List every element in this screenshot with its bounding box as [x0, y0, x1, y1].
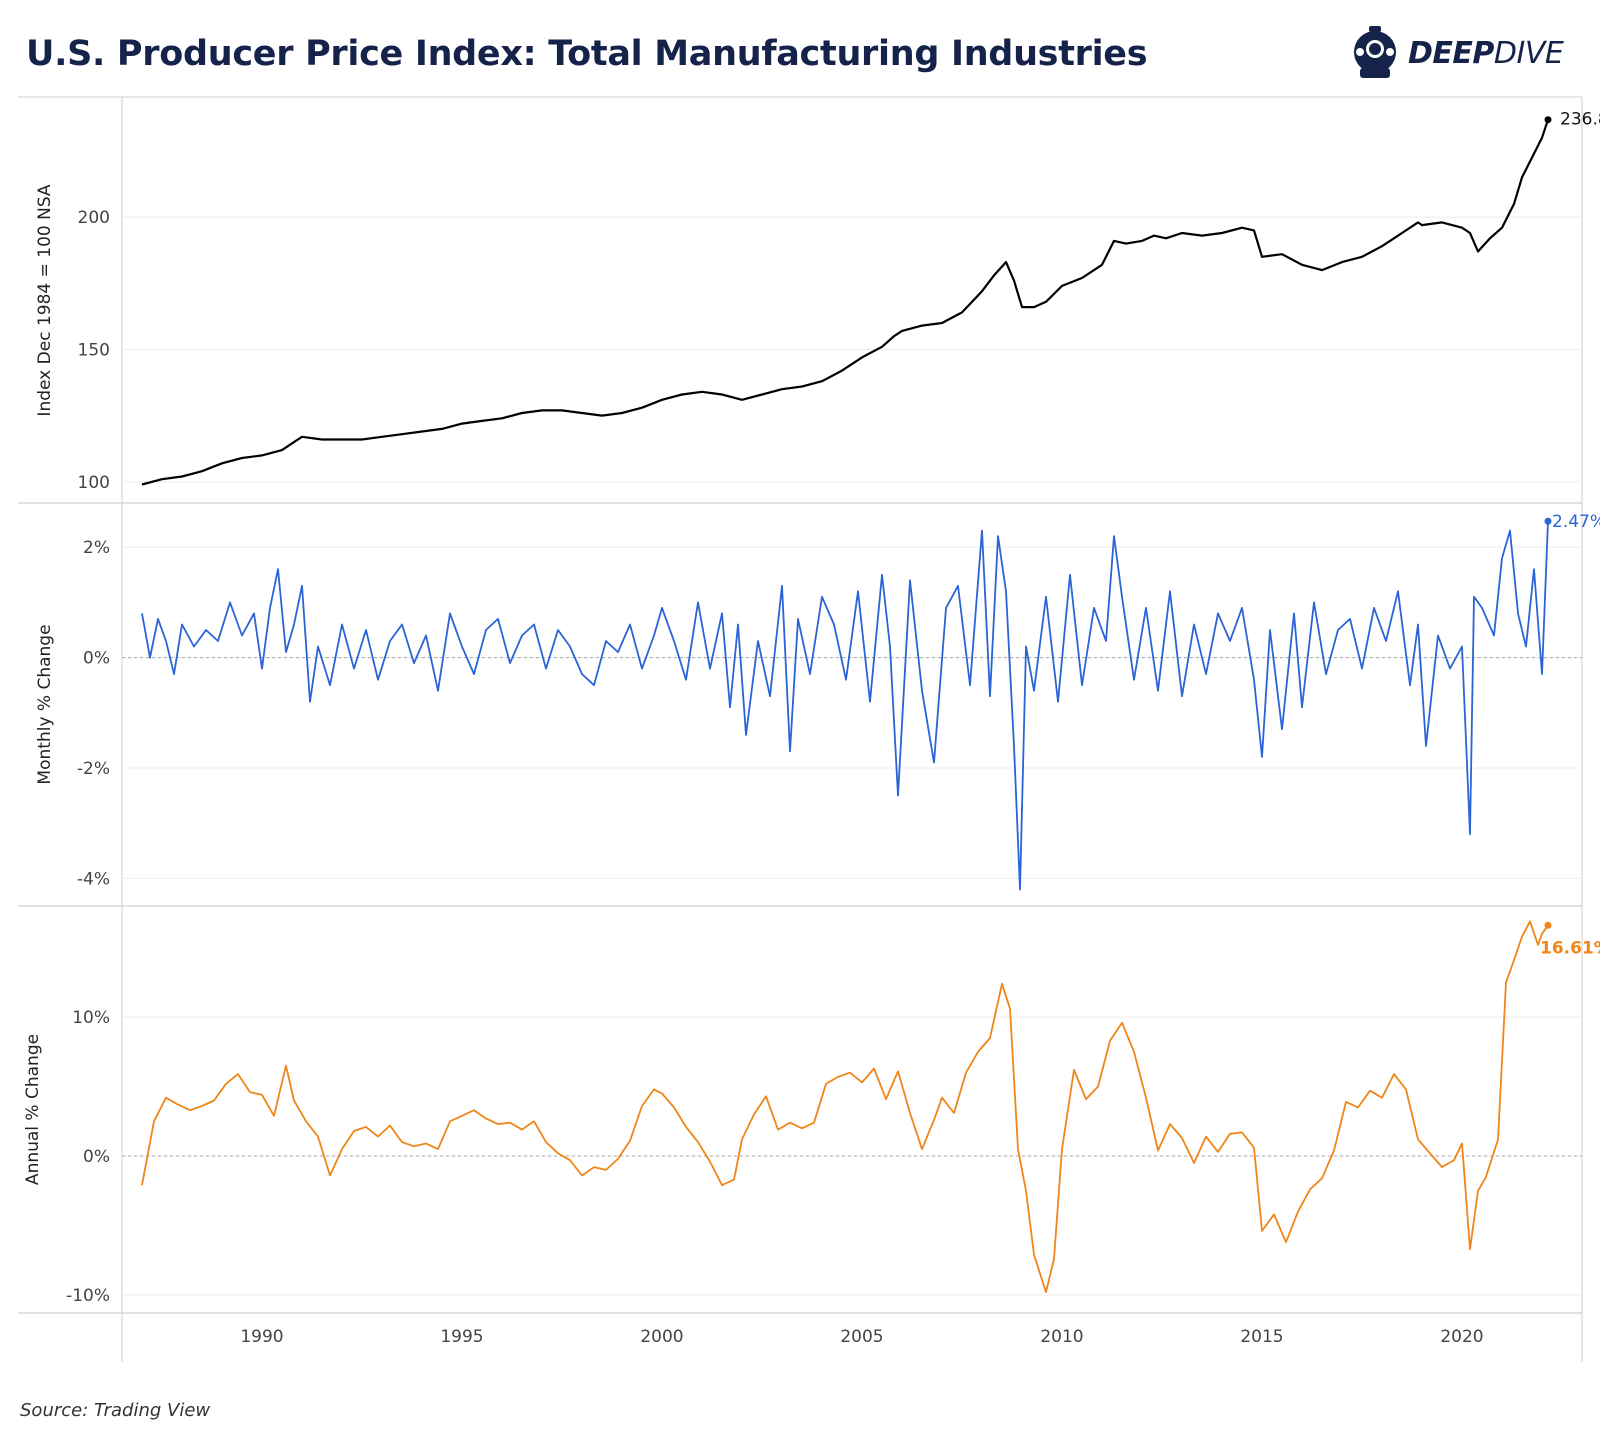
logo-wordmark: DEEPDIVE: [1408, 36, 1564, 71]
y-tick-label: 200: [78, 208, 110, 228]
logo-text-bold: DEEP: [1408, 36, 1494, 71]
panel-2: 2% 0% -2% -4% Monthly % Change 2.47%: [18, 512, 1600, 907]
x-tick-label: 2010: [1040, 1327, 1083, 1347]
series-line: [141, 920, 1549, 1294]
y-tick-label: 10%: [72, 1008, 110, 1028]
end-value-label: 2.47%: [1552, 512, 1600, 532]
series-line: [141, 521, 1549, 891]
y-tick-label: 2%: [83, 538, 110, 558]
y-axis-label: Annual % Change: [23, 1034, 43, 1185]
y-tick-label: 0%: [83, 1147, 110, 1167]
x-tick-label: 1990: [240, 1327, 283, 1347]
y-tick-label: -4%: [77, 869, 110, 889]
x-tick-label: 1995: [440, 1327, 483, 1347]
end-point-marker: [1544, 517, 1552, 525]
end-value-label: 236.8: [1560, 110, 1600, 130]
end-value-label: 16.61%: [1540, 938, 1600, 958]
series-line: [141, 119, 1550, 486]
y-tick-label: 150: [78, 340, 110, 360]
x-tick-label: 2000: [640, 1327, 683, 1347]
chart-area: 100 150 200 Index Dec 1984 = 100 NSA 236.8 2%…: [18, 96, 1600, 1362]
logo-text-thin: DIVE: [1493, 36, 1564, 71]
panel-3: 10% 0% -10% Annual % Change 16.61%: [18, 920, 1600, 1314]
deepdive-logo: DEEPDIVE: [1350, 24, 1590, 84]
y-tick-label: 100: [78, 473, 110, 493]
y-axis-label: Index Dec 1984 = 100 NSA: [35, 184, 55, 416]
y-axis-label: Monthly % Change: [35, 624, 55, 784]
x-tick-label: 2020: [1440, 1327, 1483, 1347]
source-note: Source: Trading View: [20, 1400, 211, 1421]
y-tick-label: -10%: [66, 1286, 110, 1306]
diving-helmet-icon: [1354, 26, 1396, 78]
x-tick-label: 2015: [1240, 1327, 1283, 1347]
chart-title: U.S. Producer Price Index: Total Manufac…: [26, 34, 1148, 74]
end-point-marker: [1544, 921, 1552, 929]
y-tick-label: -2%: [77, 759, 110, 779]
panel-1: 100 150 200 Index Dec 1984 = 100 NSA 236.8: [18, 110, 1600, 504]
y-tick-label: 0%: [83, 649, 110, 669]
x-tick-label: 2005: [840, 1327, 883, 1347]
x-axis: 1990 1995 2000 2005 2010 2015 2020: [240, 1327, 1483, 1347]
end-point-marker: [1544, 116, 1552, 124]
